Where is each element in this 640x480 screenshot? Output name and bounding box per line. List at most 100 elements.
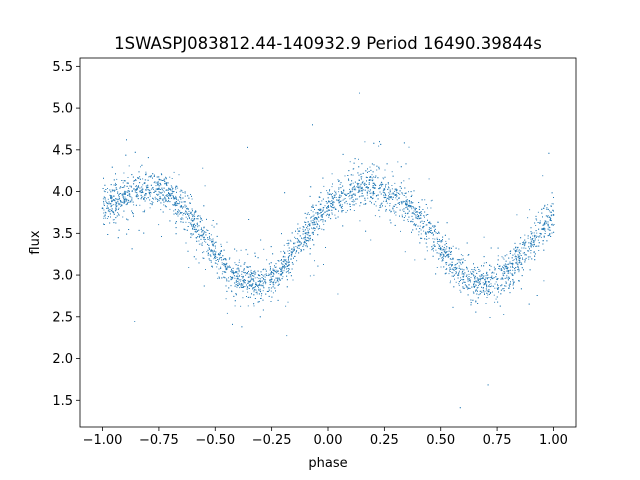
data-point [329,190,330,192]
data-point [247,253,249,255]
data-point [361,163,363,165]
data-point [111,208,113,210]
data-point [344,193,346,195]
data-point [489,269,491,271]
data-point [103,177,104,179]
data-point [269,279,271,280]
data-point [386,197,388,199]
data-point [317,216,319,218]
data-point [343,190,345,192]
data-point [272,282,274,284]
data-point [206,251,208,253]
data-point [293,243,295,245]
data-point [428,237,430,239]
data-point [321,214,323,216]
data-point [332,203,334,205]
data-point [275,271,277,273]
data-point [378,145,380,147]
data-point [529,269,531,271]
data-point [512,260,514,261]
data-point [248,219,250,220]
data-point [303,244,305,246]
data-point [269,269,271,271]
data-point [103,196,105,198]
plot-area [79,57,577,428]
data-point [399,193,401,195]
data-point [306,240,308,242]
data-point [520,264,522,265]
data-point [506,277,508,279]
data-point [473,286,475,288]
data-point [288,264,290,266]
data-point [487,274,489,276]
data-point [115,173,116,175]
data-point [420,237,422,239]
data-point [448,273,450,275]
data-point [125,154,127,156]
data-point [411,195,412,197]
data-point [534,222,536,224]
data-point [168,192,169,194]
data-point [333,201,335,203]
data-point [313,274,315,276]
data-point [323,229,325,231]
data-point [483,265,485,267]
data-point [121,193,123,195]
data-point [134,191,136,193]
data-point [118,213,119,215]
data-point [549,220,551,221]
data-point [442,256,444,258]
data-point [501,284,503,286]
data-point [167,195,169,197]
data-point [367,168,368,170]
data-point [357,186,359,188]
data-point [127,201,129,203]
data-point [158,224,160,226]
data-point [347,175,349,176]
data-point [445,248,447,250]
data-point [141,190,143,192]
data-point [142,178,144,180]
data-point [228,258,230,260]
data-point [144,209,146,211]
data-point [257,301,259,303]
data-point [405,200,407,202]
data-point [380,193,382,195]
data-point [111,197,113,198]
data-point [171,193,173,195]
data-point [196,224,198,226]
data-point [264,280,266,282]
data-point [518,250,520,252]
data-point [155,198,157,200]
data-point [212,251,214,253]
data-point [345,194,347,196]
data-point [372,192,374,194]
data-point [167,182,169,184]
data-point [243,286,245,288]
data-point [312,239,314,241]
data-point [479,283,481,285]
data-point [362,195,364,197]
data-point [260,271,262,273]
data-point [105,200,107,202]
data-point [234,262,236,264]
data-point [337,216,339,218]
data-point [152,173,154,175]
data-point [130,186,132,188]
data-point [474,286,476,287]
data-point [515,257,517,259]
data-point [329,193,331,195]
data-point [369,189,371,191]
data-point [177,209,179,211]
data-point [117,200,119,202]
data-point [164,205,166,207]
data-point [212,240,214,242]
data-point [242,276,244,278]
data-point [474,275,476,277]
data-point [427,231,429,233]
data-point [374,176,376,178]
data-point [297,223,299,225]
data-point [203,251,205,253]
data-point [248,276,250,278]
data-point [137,177,139,179]
